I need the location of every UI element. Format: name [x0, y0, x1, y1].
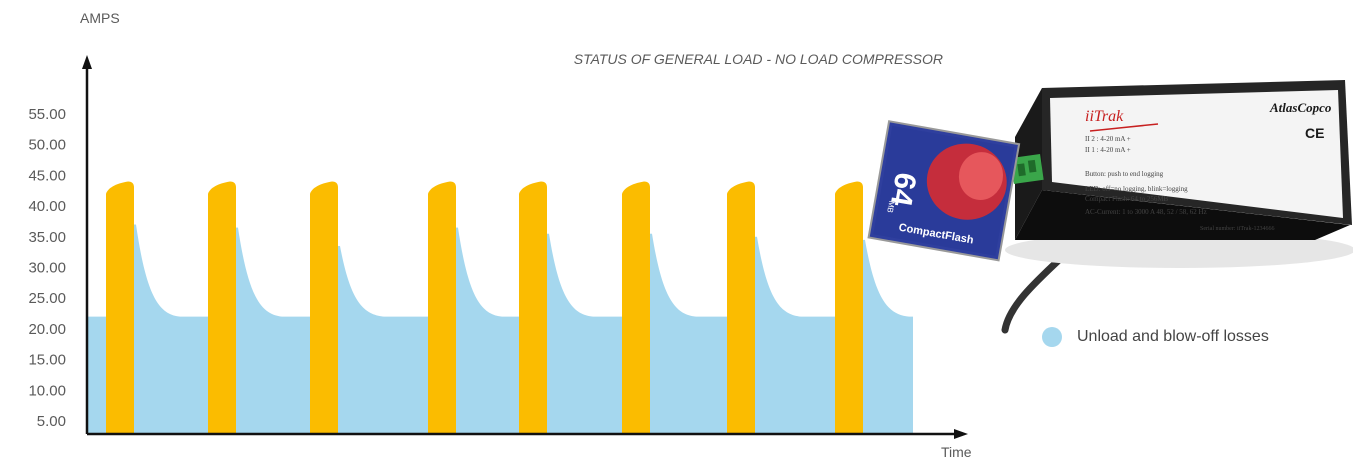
y-axis-arrow: [82, 55, 92, 69]
logger-ch2: II 2 : 4-20 mA +: [1085, 135, 1131, 143]
load-spike-6: [622, 181, 650, 434]
logger-serial: Serial number: iiTrak-1234666: [1200, 226, 1274, 232]
logger-brand: AtlasCopco: [1269, 100, 1332, 115]
logger-button: Button: push to end logging: [1085, 170, 1164, 178]
legend: Unload and blow-off losses: [1042, 327, 1269, 347]
load-spike-8: [835, 181, 863, 434]
y-tick-label: 20.00: [28, 321, 66, 338]
device-illustration: iiTrak AtlasCopco CE II 2 : 4-20 mA + II…: [867, 80, 1353, 334]
y-axis-title: AMPS: [80, 10, 120, 26]
load-spike-4: [428, 181, 456, 434]
logger-label: [1050, 90, 1343, 218]
ce-mark: CE: [1305, 125, 1324, 141]
blowoff-area: [88, 224, 913, 434]
logger-current: AC-Current: 1 to 3000 A 48, 52 / 58, 62 …: [1085, 208, 1207, 216]
load-spike-5: [519, 181, 547, 434]
load-spike-3: [310, 181, 338, 434]
y-tick-label: 30.00: [28, 260, 66, 277]
device-shadow: [1005, 232, 1353, 268]
load-spike-7: [727, 181, 755, 434]
y-axis-ticks: 55.00 50.00 45.00 40.00 35.00 30.00 25.00 20.00…: [28, 106, 66, 430]
load-spike-series: [106, 181, 863, 434]
y-tick-label: 10.00: [28, 382, 66, 399]
logger-box-bottom: [1015, 190, 1350, 240]
logger-flash: Compact Flash: 64 to 256MB: [1085, 195, 1169, 203]
x-axis-arrow: [954, 429, 968, 439]
y-tick-label: 35.00: [28, 229, 66, 246]
x-axis-title: Time: [941, 444, 972, 460]
axes: [82, 55, 968, 439]
blowoff-area-series: [88, 224, 913, 434]
logger-red-arrow: [1089, 123, 1159, 132]
y-tick-label: 45.00: [28, 167, 66, 184]
legend-label: Unload and blow-off losses: [1077, 328, 1269, 345]
load-spike-1: [106, 181, 134, 434]
y-tick-label: 40.00: [28, 198, 66, 215]
y-tick-label: 55.00: [28, 106, 66, 123]
chart-title: STATUS OF GENERAL LOAD - NO LOAD COMPRES…: [574, 51, 943, 67]
y-tick-label: 15.00: [28, 352, 66, 369]
compactflash-card: 64 MB CompactFlash: [867, 120, 1021, 262]
y-tick-label: 50.00: [28, 137, 66, 154]
load-spike-2: [208, 181, 236, 434]
card-unit: MB: [885, 200, 896, 213]
y-tick-label: 5.00: [37, 413, 66, 430]
card-size: 64: [884, 170, 922, 209]
logger-ch1: II 1 : 4-20 mA +: [1085, 146, 1131, 154]
legend-swatch: [1042, 327, 1062, 347]
logger-led: LED: off=no logging, blink=logging: [1085, 185, 1188, 193]
logger-name: iiTrak: [1085, 108, 1124, 125]
y-tick-label: 25.00: [28, 290, 66, 307]
green-connector: [1010, 154, 1044, 184]
